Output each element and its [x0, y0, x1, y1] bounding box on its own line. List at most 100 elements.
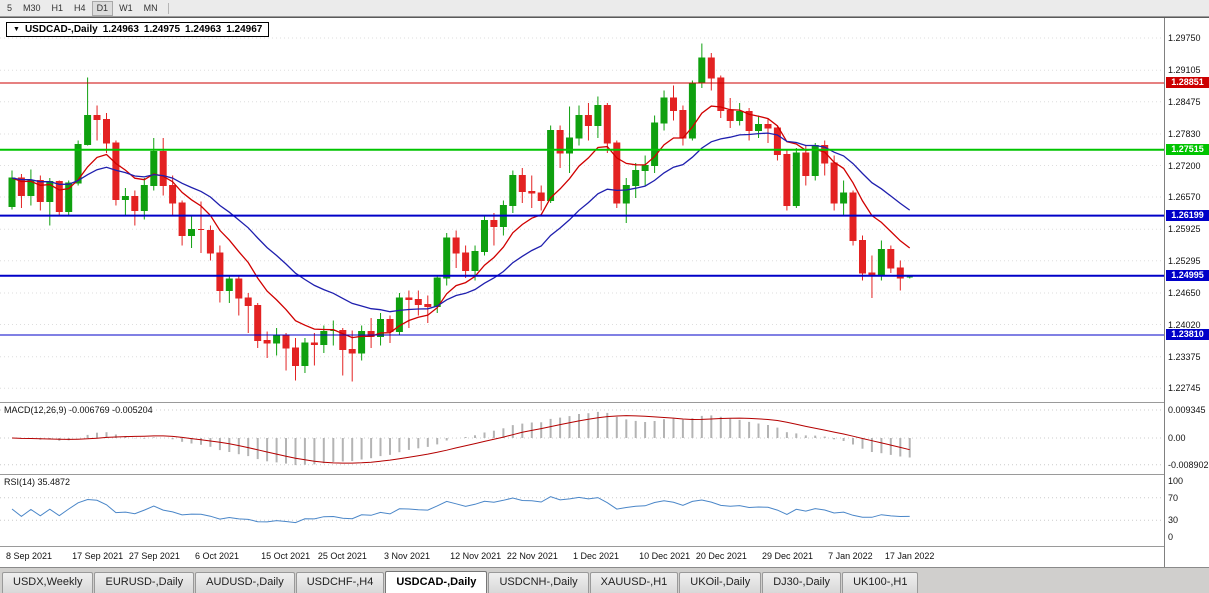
- tab-usdchf-h4[interactable]: USDCHF-,H4: [295, 572, 385, 593]
- candle-body: [566, 137, 573, 154]
- price-axis-label: 1.28475: [1168, 96, 1201, 107]
- panel-separator[interactable]: [0, 474, 1209, 475]
- date-axis-label: 7 Jan 2022: [828, 551, 873, 561]
- candle-body: [547, 130, 555, 201]
- price-axis[interactable]: 1.29750 1.29105 1.28475 1.27830 1.27200 1.265…: [1164, 18, 1209, 567]
- tab-usdx-weekly[interactable]: USDX,Weekly: [2, 572, 94, 593]
- candle-body: [679, 110, 687, 139]
- candlestick-chart-svg: [0, 37, 1164, 389]
- candle-body: [755, 124, 762, 131]
- timeframe-button-w1[interactable]: W1: [119, 2, 133, 13]
- date-axis-label: 6 Oct 2021: [195, 551, 240, 561]
- date-axis-label: 1 Dec 2021: [573, 551, 620, 561]
- price-chart-pane[interactable]: ▼ USDCAD-,Daily 1.24963 1.24975 1.24963 …: [0, 18, 1164, 402]
- quote-open: 1.24963: [102, 24, 139, 35]
- candle-body: [310, 342, 318, 345]
- candle-body: [414, 299, 422, 305]
- candle-body: [159, 151, 167, 186]
- candle-body: [518, 175, 526, 192]
- tab-uk100-h1[interactable]: UK100-,H1: [842, 572, 919, 593]
- tab-usdcnh-daily[interactable]: USDCNH-,Daily: [488, 572, 589, 593]
- timeframe-button-h1[interactable]: H1: [51, 2, 64, 13]
- quote-symbol: USDCAD-,Daily: [24, 24, 98, 35]
- price-axis-label: 1.29750: [1168, 33, 1201, 43]
- timeframe-button-5[interactable]: 5: [7, 2, 13, 13]
- candle-body: [802, 152, 810, 176]
- candle-body: [745, 111, 753, 131]
- candle-body: [348, 349, 356, 354]
- timeframe-button-mn[interactable]: MN: [143, 2, 158, 13]
- timeframe-button-group: 5 M30 H1 H4 D1 W1 MN: [2, 0, 164, 16]
- tab-xauusd-h1[interactable]: XAUUSD-,H1: [589, 572, 679, 593]
- candle-body: [849, 192, 857, 241]
- candle-body: [424, 304, 432, 307]
- tab-audusd-daily[interactable]: AUDUSD-,Daily: [195, 572, 295, 593]
- ma-slow-blue: [11, 132, 911, 313]
- price-level-tag: 1.26199: [1166, 209, 1209, 221]
- panel-separator[interactable]: [0, 546, 1209, 547]
- candle-body: [433, 277, 441, 307]
- candle-body: [896, 267, 904, 279]
- candle-body: [178, 202, 186, 236]
- tab-eurusd-daily[interactable]: EURUSD-,Daily: [94, 572, 195, 593]
- candle-body: [462, 252, 470, 271]
- macd-current-values: -0.006769 -0.005204: [69, 405, 153, 415]
- date-axis-label: 15 Oct 2021: [261, 551, 311, 561]
- candle-body: [698, 57, 706, 84]
- candle-body: [736, 111, 744, 121]
- timeframe-button-h4[interactable]: H4: [74, 2, 86, 13]
- date-axis-label: 25 Oct 2021: [317, 551, 367, 561]
- macd-chart-svg: [0, 409, 1164, 466]
- rsi-title: RSI(14): [4, 477, 36, 487]
- candle-body: [395, 297, 403, 332]
- candle-body: [887, 249, 895, 269]
- candle-body: [225, 278, 233, 291]
- macd-label: MACD(12,26,9) -0.006769 -0.005204: [4, 405, 153, 415]
- candle-body: [641, 165, 649, 171]
- candle-body: [670, 97, 677, 111]
- candle-body: [150, 151, 158, 186]
- price-axis-label: 1.27200: [1168, 160, 1201, 171]
- candle-body: [868, 272, 876, 275]
- rsi-indicator-pane[interactable]: RSI(14) 35.4872: [0, 475, 1164, 546]
- macd-axis-label: 0.009345: [1168, 404, 1206, 415]
- date-axis-label: 20 Dec 2021: [695, 551, 747, 561]
- candle-body: [594, 105, 602, 126]
- candle-body: [17, 177, 25, 196]
- price-level-tag: 1.23810: [1166, 329, 1209, 340]
- macd-axis-label: 0.00: [1168, 433, 1186, 443]
- macd-signal-line: [11, 415, 910, 464]
- candle-body: [405, 297, 413, 300]
- candle-body: [188, 229, 195, 236]
- timeframe-button-m30[interactable]: M30: [23, 2, 41, 13]
- candle-body: [877, 249, 885, 275]
- chart-window: ▼ USDCAD-,Daily 1.24963 1.24975 1.24963 …: [0, 17, 1209, 567]
- candle-body: [263, 340, 271, 344]
- date-axis-label: 3 Nov 2021: [384, 551, 431, 561]
- candle-body: [528, 191, 536, 194]
- candle-body: [452, 237, 460, 254]
- symbol-quote-box[interactable]: ▼ USDCAD-,Daily 1.24963 1.24975 1.24963 …: [6, 22, 270, 37]
- tab-usdcad-daily[interactable]: USDCAD-,Daily: [385, 571, 488, 593]
- candle-body: [603, 105, 611, 144]
- rsi-axis-label: 100: [1168, 476, 1184, 486]
- candle-body: [301, 342, 309, 366]
- candle-body: [575, 115, 583, 139]
- date-axis-label: 10 Dec 2021: [639, 551, 691, 561]
- candle-body: [613, 142, 621, 204]
- rsi-axis-label: 70: [1168, 492, 1179, 503]
- candle-body: [556, 130, 564, 154]
- date-axis-label: 8 Sep 2021: [6, 551, 53, 561]
- candle-body: [103, 119, 110, 144]
- timeframe-button-d1[interactable]: D1: [91, 0, 114, 16]
- candle-body: [235, 278, 243, 299]
- timeframe-toolbar: 5 M30 H1 H4 D1 W1 MN: [0, 0, 1209, 17]
- tab-ukoil-daily[interactable]: UKOil-,Daily: [679, 572, 762, 593]
- candle-body: [537, 192, 545, 201]
- tab-dj30-daily[interactable]: DJ30-,Daily: [762, 572, 842, 593]
- panel-separator[interactable]: [0, 402, 1209, 403]
- candle-body: [339, 330, 347, 350]
- macd-indicator-pane[interactable]: MACD(12,26,9) -0.006769 -0.005204: [0, 403, 1164, 474]
- date-axis[interactable]: 8 Sep 2021 17 Sep 2021 27 Sep 2021 6 Oct 20…: [0, 547, 1164, 567]
- date-axis-label: 17 Sep 2021: [72, 551, 124, 561]
